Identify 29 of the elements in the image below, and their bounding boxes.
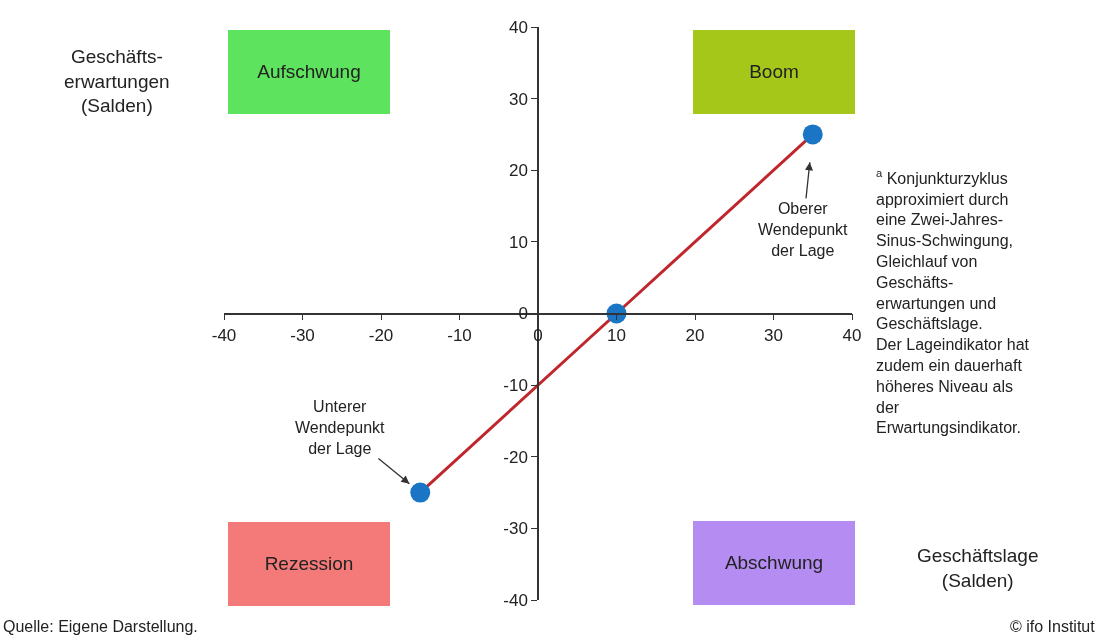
source-note: Quelle: Eigene Darstellung. <box>3 618 198 635</box>
label-box: Abschwung <box>693 521 855 605</box>
annotation: Unterer Wendepunkt der Lage <box>295 398 386 457</box>
label-box: Rezession <box>228 522 390 606</box>
y-tick-label: 10 <box>508 232 528 252</box>
x-axis-title: Geschäftslage (Salden) <box>917 545 1039 591</box>
x-tick-label: 40 <box>842 325 862 345</box>
label-box: Boom <box>693 30 855 114</box>
y-tick-label: 20 <box>508 161 528 181</box>
text: © ifo Institut <box>1010 618 1096 635</box>
y-axis-title: Geschäfts- erwartungen (Salden) <box>64 46 170 117</box>
y-tick-label: 40 <box>508 17 528 37</box>
y-tick-label: -40 <box>503 590 528 610</box>
y-tick-label: -10 <box>503 376 528 396</box>
label-box: Aufschwung <box>228 30 390 114</box>
y-tick-label: 30 <box>508 89 528 109</box>
x-tick-label: 30 <box>764 325 783 345</box>
point <box>410 482 431 503</box>
x-tick-label: 10 <box>607 325 626 345</box>
y-tick-label: -30 <box>503 519 528 539</box>
annotation: Oberer Wendepunkt der Lage <box>758 200 849 259</box>
x-tick-label: -40 <box>211 325 237 345</box>
text: $^{a}$ Konjunkturzyklus approximiert durch eine Zwei-Jahres- Sinus-Schwingung, Gleichlauf von Geschäfts- erwartungen und Geschäftslage. Der Lageindikator hat zudem ein dauerhaft höheres Niveau als der Erwartungsindikator. <box>876 167 1029 437</box>
x-tick-label: 20 <box>685 325 705 345</box>
point <box>802 124 823 145</box>
x-tick-label: -10 <box>447 325 472 345</box>
x-tick-label: -30 <box>290 325 315 345</box>
y-tick-label: -20 <box>503 447 528 467</box>
x-tick-label: -20 <box>368 325 394 345</box>
